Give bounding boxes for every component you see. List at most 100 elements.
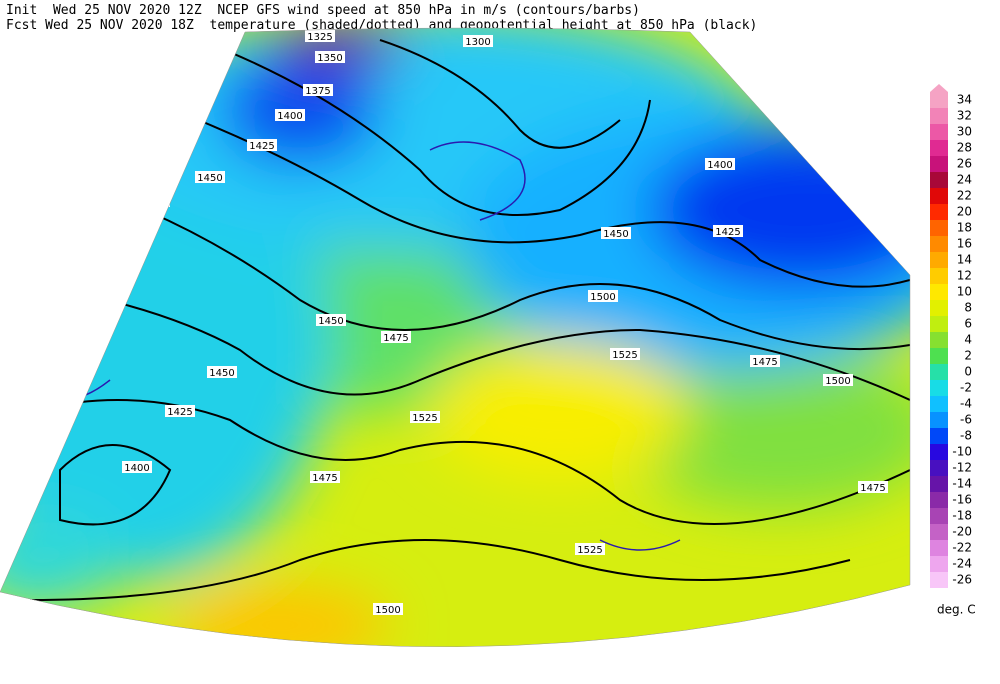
label-box	[247, 139, 277, 151]
colorbar-label: -8	[960, 429, 972, 443]
label-box	[750, 355, 780, 367]
label-box	[575, 543, 605, 555]
label-box	[588, 290, 618, 302]
colorbar-label: -10	[952, 445, 972, 459]
colorbar-swatch	[930, 508, 948, 524]
colorbar-swatch	[930, 236, 948, 252]
colorbar-swatch	[930, 332, 948, 348]
height-label: 1425	[715, 227, 740, 238]
height-label: 1400	[277, 111, 302, 122]
label-box	[207, 366, 237, 378]
colorbar-swatch	[930, 556, 948, 572]
label-box	[165, 405, 195, 417]
colorbar-label: -18	[952, 509, 972, 523]
colorbar-label: 18	[957, 221, 972, 235]
colorbar-label: 12	[957, 269, 972, 283]
colorbar-label: 4	[964, 333, 972, 347]
height-label: 1475	[752, 357, 777, 368]
colorbar-swatch	[930, 444, 948, 460]
height-label: 1475	[312, 473, 337, 484]
colorbar-swatch	[930, 316, 948, 332]
colorbar-swatch	[930, 572, 948, 588]
colorbar-swatch	[930, 92, 948, 108]
colorbar-swatch	[930, 188, 948, 204]
colorbar-label: -16	[952, 493, 972, 507]
colorbar-swatch	[930, 460, 948, 476]
height-label: 1325	[307, 32, 332, 43]
colorbar-swatch	[930, 396, 948, 412]
colorbar-label: 24	[957, 173, 972, 187]
colorbar-swatch	[930, 300, 948, 316]
colorbar-label: -2	[960, 381, 972, 395]
colorbar-label: -12	[952, 461, 972, 475]
height-label: 1450	[209, 368, 234, 379]
map-border	[0, 27, 911, 648]
colorbar-label: -22	[952, 541, 972, 555]
colorbar-label: -14	[952, 477, 972, 491]
label-box	[463, 35, 493, 47]
colorbar-label: 28	[957, 141, 972, 155]
label-box	[610, 348, 640, 360]
colorbar-swatch	[930, 204, 948, 220]
label-box	[195, 171, 225, 183]
colorbar-swatch	[930, 284, 948, 300]
label-box	[601, 227, 631, 239]
label-box	[310, 471, 340, 483]
label-box	[122, 461, 152, 473]
colorbar-swatch	[930, 348, 948, 364]
colorbar-label: -6	[960, 413, 972, 427]
label-box	[381, 331, 411, 343]
label-box	[316, 314, 346, 326]
height-contours	[0, 39, 910, 601]
colorbar-label: 30	[957, 125, 972, 139]
label-box	[140, 195, 170, 207]
colorbar-swatch	[930, 540, 948, 556]
height-label: 1500	[590, 292, 615, 303]
height-label: 1525	[612, 350, 637, 361]
colorbar-swatch	[930, 364, 948, 380]
label-box	[713, 225, 743, 237]
colorbar-label: -24	[952, 557, 972, 571]
label-box	[303, 84, 333, 96]
colorbar-label: -20	[952, 525, 972, 539]
colorbar-label: 10	[957, 285, 972, 299]
height-label: 1475	[142, 197, 167, 208]
height-label: 1475	[860, 483, 885, 494]
height-label: 1450	[197, 173, 222, 184]
label-box	[410, 411, 440, 423]
height-label: 1425	[249, 141, 274, 152]
colorbar-label: 26	[957, 157, 972, 171]
colorbar-label: 32	[957, 109, 972, 123]
label-box	[305, 30, 335, 42]
label-box	[858, 481, 888, 493]
colorbar-swatch	[930, 108, 948, 124]
label-box	[823, 374, 853, 386]
colorbar-label: -4	[960, 397, 972, 411]
height-label: 1300	[465, 37, 490, 48]
colorbar-label: 20	[957, 205, 972, 219]
label-box	[705, 158, 735, 170]
colorbar-swatch	[930, 140, 948, 156]
height-label: 1500	[825, 376, 850, 387]
colorbar-swatch	[930, 172, 948, 188]
colorbar-swatch	[930, 124, 948, 140]
height-label: 1500	[375, 605, 400, 616]
label-box	[315, 51, 345, 63]
height-label: 1375	[305, 86, 330, 97]
height-label: 1525	[577, 545, 602, 556]
colorbar-label: 16	[957, 237, 972, 251]
colorbar-swatch	[930, 524, 948, 540]
colorbar-label: 14	[957, 253, 972, 267]
header-line: Init Wed 25 NOV 2020 12Z NCEP GFS wind s…	[6, 3, 640, 18]
colorbar-label: 0	[964, 365, 972, 379]
colorbar-label: 34	[957, 93, 972, 107]
colorbar-swatch	[930, 492, 948, 508]
label-box	[275, 109, 305, 121]
colorbar-label: 2	[964, 349, 972, 363]
colorbar-swatch	[930, 428, 948, 444]
colorbar-label: -26	[952, 573, 972, 587]
colorbar-swatch	[930, 220, 948, 236]
colorbar-swatch	[930, 380, 948, 396]
colorbar: 3432302826242220181614121086420-2-4-6-8-…	[930, 84, 976, 617]
